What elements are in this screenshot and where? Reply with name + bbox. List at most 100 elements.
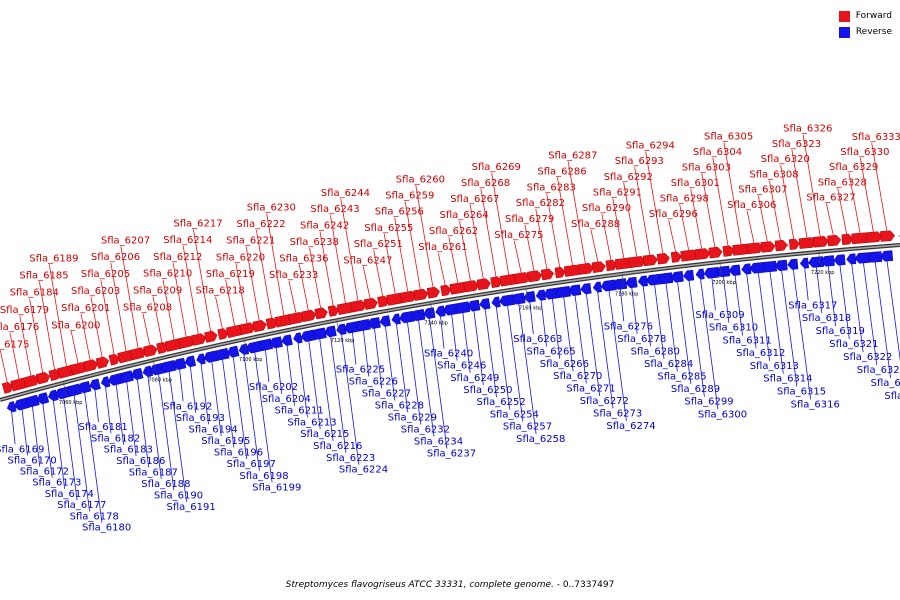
leader-Sfla_6191 — [168, 366, 187, 502]
axis-tick-label: 7160 kbp — [519, 305, 543, 311]
gene-Sfla_6312 — [741, 263, 752, 275]
gene-label-Sfla_6271: Sfla_6271 — [566, 384, 615, 395]
gene-label-Sfla_6285: Sfla_6285 — [657, 371, 706, 382]
gene-label-Sfla_6308: Sfla_6308 — [749, 169, 798, 180]
gene-label-Sfla_6276: Sfla_6276 — [604, 321, 653, 332]
gene-label-Sfla_6174: Sfla_6174 — [45, 489, 94, 500]
gene-Sfla_6182 — [100, 376, 111, 388]
gene-label-Sfla_6268: Sfla_6268 — [461, 178, 510, 189]
gene-label-Sfla_6259: Sfla_6259 — [385, 191, 434, 202]
gene-Sfla_6287 — [577, 262, 594, 275]
gene-Sfla_6280 — [637, 275, 648, 287]
gene-Sfla_6174 — [47, 389, 59, 402]
caption: Streptomyces flavogriseus ATCC 33331, co… — [0, 580, 900, 590]
leader-Sfla_6238 — [309, 248, 322, 314]
leader-Sfla_6300 — [699, 274, 719, 410]
gene-label-Sfla_6238: Sfla_6238 — [290, 237, 339, 248]
gene-label-Sfla_6328: Sfla_6328 — [818, 177, 867, 188]
gene-Sfla_6202 — [257, 338, 274, 351]
gene-Sfla_6267 — [476, 278, 491, 291]
leader-Sfla_6333 — [871, 142, 889, 236]
leader-Sfla_6288 — [590, 229, 600, 267]
gene-Sfla_6201 — [82, 359, 99, 373]
leader-Sfla_6256 — [394, 217, 410, 297]
gene-Sfla_6271 — [568, 284, 582, 296]
gene-Sfla_6227 — [367, 317, 381, 329]
gene-Sfla_6204 — [269, 336, 283, 349]
gene-Sfla_6191 — [161, 359, 177, 373]
leader-Sfla_6285 — [665, 278, 678, 372]
leader-Sfla_6309 — [711, 272, 716, 311]
leader-Sfla_6177 — [62, 393, 78, 501]
gene-Sfla_6252 — [479, 298, 491, 310]
leader-Sfla_6209 — [152, 296, 164, 348]
axis-dot — [787, 245, 789, 247]
leader-Sfla_6266 — [551, 293, 561, 359]
gene-Sfla_6321 — [833, 254, 846, 266]
gene-label-Sfla_6272: Sfla_6272 — [580, 396, 629, 407]
gene-label-Sfla_6205: Sfla_6205 — [81, 269, 130, 280]
axis-tick-5 — [525, 287, 528, 300]
gene-Sfla_6198 — [238, 343, 250, 355]
gene-Sfla_6247 — [363, 297, 378, 310]
leader-Sfla_6228 — [384, 321, 396, 401]
leader-Sfla_6252 — [484, 304, 497, 398]
leader-Sfla_6263 — [528, 297, 534, 335]
gene-label-Sfla_6177: Sfla_6177 — [57, 500, 106, 511]
gene-label-Sfla_6258: Sfla_6258 — [516, 434, 565, 445]
gene-Sfla_6333 — [880, 230, 896, 242]
gene-Sfla_6331 — [867, 251, 883, 263]
gene-label-Sfla_6179: Sfla_6179 — [0, 305, 49, 316]
gene-label-Sfla_6193: Sfla_6193 — [176, 413, 225, 424]
gene-label-Sfla_6261: Sfla_6261 — [418, 242, 467, 253]
gene-label-Sfla_6237: Sfla_6237 — [427, 449, 476, 460]
gene-Sfla_6320 — [788, 238, 800, 250]
gene-label-Sfla_6170: Sfla_6170 — [8, 455, 57, 466]
gene-label-Sfla_6207: Sfla_6207 — [101, 235, 150, 246]
gene-label-Sfla_6172: Sfla_6172 — [20, 467, 69, 478]
gene-label-Sfla_6229: Sfla_6229 — [388, 412, 437, 423]
leader-Sfla_6265 — [540, 295, 547, 347]
gene-label-Sfla_6321: Sfla_6321 — [829, 339, 878, 350]
leader-Sfla_6311 — [734, 270, 743, 336]
gene-label-Sfla_6184: Sfla_6184 — [10, 288, 59, 299]
gene-label-Sfla_6303: Sfla_6303 — [682, 162, 731, 173]
gene-Sfla_6278 — [625, 276, 638, 289]
leader-Sfla_6306 — [746, 211, 756, 249]
axis-tick-label: 7180 kbp — [615, 292, 639, 298]
leader-Sfla_6254 — [495, 302, 511, 410]
gene-Sfla_6318 — [808, 256, 825, 268]
gene-Sfla_6180 — [77, 380, 92, 394]
gene-label-Sfla_6226: Sfla_6226 — [349, 377, 398, 388]
gene-Sfla_6238 — [314, 307, 328, 320]
gene-Sfla_6316 — [787, 258, 799, 270]
gene-label-Sfla_6232: Sfla_6232 — [401, 424, 450, 435]
gene-Sfla_6237 — [423, 307, 436, 319]
gene-label-Sfla_6169: Sfla_6169 — [0, 444, 44, 455]
leader-Sfla_6206 — [110, 263, 128, 357]
leader-Sfla_6194 — [200, 359, 209, 425]
gene-Sfla_6327 — [827, 234, 842, 247]
gene-Sfla_6288 — [591, 261, 606, 273]
gene-label-Sfla_6233: Sfla_6233 — [269, 270, 318, 281]
gene-label-Sfla_6264: Sfla_6264 — [440, 210, 489, 221]
gene-label-Sfla_6227: Sfla_6227 — [362, 388, 411, 399]
leader-Sfla_6280 — [642, 281, 651, 347]
gene-label-Sfla_6219: Sfla_6219 — [206, 269, 255, 280]
axis-tick-7 — [719, 261, 722, 274]
leader-Sfla_6185 — [39, 281, 56, 375]
gene-Sfla_6213 — [293, 332, 303, 344]
leader-Sfla_6303 — [701, 173, 717, 253]
gene-label-Sfla_6217: Sfla_6217 — [173, 218, 222, 229]
axis-tick-label: 7200 kbp — [712, 280, 736, 286]
gene-Sfla_6276 — [612, 278, 628, 290]
leader-Sfla_6240 — [439, 311, 445, 349]
leader-Sfla_6322 — [850, 258, 864, 353]
leader-Sfla_6289 — [676, 276, 692, 385]
gene-label-Sfla_6228: Sfla_6228 — [375, 400, 424, 411]
gene-Sfla_6299 — [683, 269, 695, 281]
leader-Sfla_6184 — [29, 298, 44, 378]
leader-Sfla_6196 — [221, 354, 235, 448]
gene-label-Sfla_6325: Sfla_6325 — [857, 365, 900, 376]
